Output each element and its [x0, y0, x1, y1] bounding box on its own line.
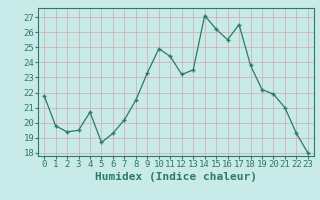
X-axis label: Humidex (Indice chaleur): Humidex (Indice chaleur) — [95, 172, 257, 182]
